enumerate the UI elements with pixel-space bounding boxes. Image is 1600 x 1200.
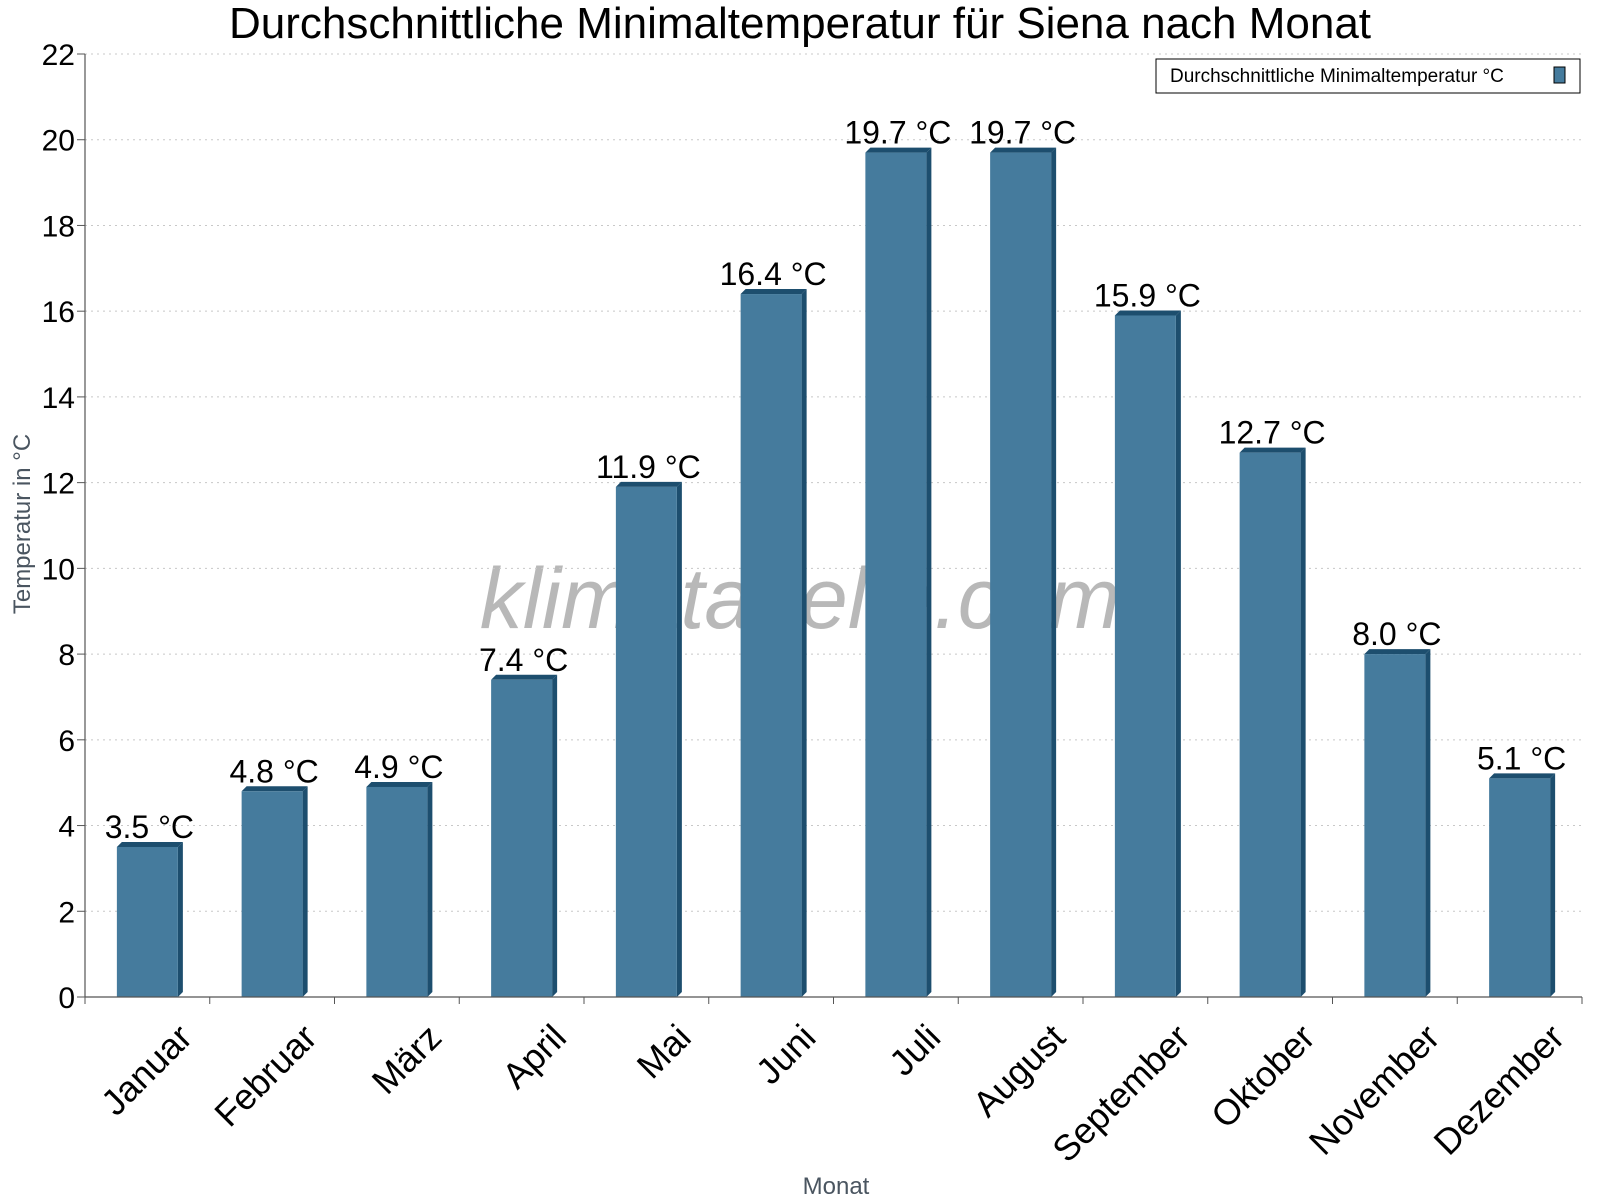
bar-top <box>241 786 308 792</box>
data-label: 4.9 °C <box>354 749 443 785</box>
bar-side <box>1425 649 1431 997</box>
x-tick-label: März <box>364 1016 450 1102</box>
bar-side <box>177 841 183 997</box>
bar-dezember[interactable] <box>1489 773 1556 997</box>
bar-top <box>865 147 932 153</box>
y-tick-label: 12 <box>42 468 75 501</box>
x-tick-label: November <box>1301 1016 1447 1162</box>
bar-face <box>241 791 303 997</box>
x-tick-label: Februar <box>206 1016 324 1134</box>
data-label: 12.7 °C <box>1219 415 1326 451</box>
y-tick-label: 2 <box>58 896 75 929</box>
bar-side <box>1051 147 1057 997</box>
bars <box>116 147 1556 998</box>
y-tick-label: 10 <box>42 553 75 586</box>
x-tick-label: Juni <box>748 1016 824 1092</box>
y-tick-label: 16 <box>42 296 75 329</box>
chart-title: Durchschnittliche Minimaltemperatur für … <box>229 0 1371 48</box>
bar-face <box>1364 654 1426 997</box>
bar-face <box>615 486 677 997</box>
bar-juni[interactable] <box>740 289 807 997</box>
y-tick-label: 22 <box>42 39 75 72</box>
bar-top <box>1114 310 1181 316</box>
bar-face <box>116 846 178 997</box>
data-label: 19.7 °C <box>969 115 1076 151</box>
bar-mai[interactable] <box>615 481 682 997</box>
y-axis-ticks: 0 2 4 6 8 10 12 14 16 18 20 22 <box>42 39 85 1015</box>
data-label: 19.7 °C <box>844 115 951 151</box>
bar-side <box>1175 310 1181 998</box>
bar-face <box>865 152 927 997</box>
data-label: 3.5 °C <box>105 809 194 845</box>
y-tick-label: 20 <box>42 125 75 158</box>
bar-top <box>615 481 682 487</box>
x-tick-label: Januar <box>93 1016 200 1123</box>
bar-side <box>801 289 807 997</box>
y-tick-label: 8 <box>58 639 75 672</box>
y-tick-label: 14 <box>42 382 75 415</box>
legend-box <box>1155 58 1581 94</box>
x-tick-label: April <box>494 1016 574 1096</box>
bar-side <box>552 674 558 997</box>
bar-top <box>1364 649 1431 655</box>
legend[interactable]: Durchschnittliche Minimaltemperatur °C <box>1155 58 1581 94</box>
bar-side <box>926 147 932 997</box>
bar-face <box>1114 315 1176 998</box>
bar-top <box>990 147 1057 153</box>
axes <box>84 54 1582 998</box>
legend-label: Durchschnittliche Minimaltemperatur °C <box>1170 66 1504 87</box>
x-tick-label: September <box>1044 1016 1198 1170</box>
bar-side <box>1550 773 1556 997</box>
y-tick-label: 4 <box>58 811 75 844</box>
x-axis-title: Monat <box>803 1173 870 1200</box>
bar-side <box>427 781 433 997</box>
y-axis-title: Temperatur in °C <box>9 434 36 614</box>
x-tick-label: August <box>965 1016 1073 1124</box>
bar-face <box>366 786 428 997</box>
bar-face <box>740 294 802 997</box>
data-label: 15.9 °C <box>1094 277 1201 313</box>
bar-top <box>491 674 558 680</box>
bar-side <box>1300 447 1306 997</box>
data-labels: 3.5 °C 4.8 °C 4.9 °C 7.4 °C 11.9 °C 16.4 °C 19… <box>105 115 1567 845</box>
data-label: 8.0 °C <box>1352 616 1441 652</box>
x-tick-label: Dezember <box>1426 1016 1572 1162</box>
bar-januar[interactable] <box>116 841 183 997</box>
bar-top <box>116 841 183 847</box>
bar-top <box>1239 447 1306 453</box>
bar-top <box>366 781 433 787</box>
bar-november[interactable] <box>1364 649 1431 997</box>
bar-top <box>1489 773 1556 779</box>
x-axis-ticks: Januar Februar März April Mai Juni Juli AugustS… <box>84 997 1583 1170</box>
bar-face <box>1239 452 1301 997</box>
x-tick-label: Oktober <box>1203 1016 1323 1136</box>
data-label: 5.1 °C <box>1477 740 1566 776</box>
bar-august[interactable] <box>990 147 1057 997</box>
bar-märz[interactable] <box>366 781 433 997</box>
y-tick-label: 18 <box>42 210 75 243</box>
x-tick-label: Juli <box>881 1016 948 1083</box>
data-label: 16.4 °C <box>720 256 827 292</box>
data-label: 7.4 °C <box>479 642 568 678</box>
bar-top <box>740 289 807 295</box>
legend-swatch <box>1553 66 1566 84</box>
bar-juli[interactable] <box>865 147 932 997</box>
bar-face <box>491 679 553 997</box>
bar-side <box>676 481 682 997</box>
bar-face <box>1489 778 1551 997</box>
bar-april[interactable] <box>491 674 558 997</box>
x-tick-label: Mai <box>629 1016 699 1086</box>
bar-face <box>990 152 1052 997</box>
y-tick-label: 0 <box>58 982 75 1015</box>
bar-februar[interactable] <box>241 786 308 997</box>
bar-september[interactable] <box>1114 310 1181 998</box>
data-label: 11.9 °C <box>596 449 701 485</box>
y-tick-label: 6 <box>58 725 75 758</box>
data-label: 4.8 °C <box>229 753 318 789</box>
bar-side <box>302 786 308 997</box>
bar-oktober[interactable] <box>1239 447 1306 997</box>
